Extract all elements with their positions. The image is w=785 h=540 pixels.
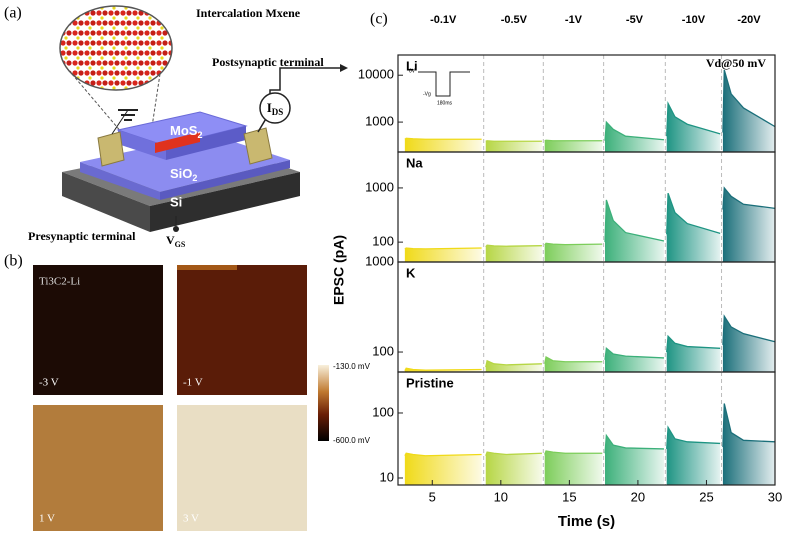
area-fill bbox=[545, 140, 603, 152]
pulse-label: -5V bbox=[626, 14, 644, 26]
colorbar-min: -600.0 mV bbox=[333, 436, 371, 445]
line bbox=[405, 248, 482, 249]
pulse-label: -10V bbox=[682, 14, 706, 26]
zoom-inset bbox=[60, 6, 172, 90]
y-axis-label: EPSC (pA) bbox=[331, 235, 347, 305]
area-fill bbox=[405, 138, 482, 152]
bias-label: -1 V bbox=[183, 377, 203, 389]
x-tick-label: 15 bbox=[562, 489, 576, 504]
kpfm-image bbox=[177, 265, 307, 395]
y-tick-label: 1000 bbox=[365, 253, 394, 268]
y-tick-label: 10 bbox=[380, 469, 394, 484]
x-tick-label: 25 bbox=[699, 489, 713, 504]
panel-b: (b) -130.0 mV -600.0 mV -3 V -1 V 1 V 3 V Ti… bbox=[4, 253, 371, 531]
x-tick-label: 5 bbox=[429, 489, 436, 504]
panel-label: (c) bbox=[370, 11, 388, 28]
pre-label: Presynaptic terminal bbox=[28, 229, 136, 243]
line bbox=[545, 140, 603, 141]
area-fill bbox=[667, 103, 720, 152]
panel-a: (a) Intercalation Mxene IDS Postsynaptic… bbox=[4, 5, 348, 249]
panel-title: K bbox=[406, 265, 416, 280]
x-axis-label: Time (s) bbox=[558, 513, 615, 530]
inset-label: -Vg bbox=[423, 91, 431, 97]
area-fill bbox=[667, 336, 720, 372]
vgs-label: VGS bbox=[166, 233, 186, 249]
gate-node bbox=[173, 226, 179, 232]
electrode bbox=[98, 132, 124, 166]
panel-label: (a) bbox=[4, 5, 22, 22]
area-fill bbox=[545, 357, 603, 372]
area-fill bbox=[667, 427, 720, 485]
image-artifact bbox=[177, 265, 237, 270]
colorbar-max: -130.0 mV bbox=[333, 362, 371, 371]
figure: (a) Intercalation Mxene IDS Postsynaptic… bbox=[0, 0, 785, 540]
panel-title: Li bbox=[406, 58, 418, 73]
x-tick-label: 30 bbox=[768, 489, 782, 504]
panel-title: Na bbox=[406, 155, 423, 170]
y-tick-label: 1000 bbox=[365, 114, 394, 129]
bias-label: 1 V bbox=[39, 513, 55, 525]
bias-label: 3 V bbox=[183, 513, 199, 525]
y-tick-label: 100 bbox=[372, 404, 394, 419]
inset-label: 180ms bbox=[437, 100, 453, 106]
area-fill bbox=[723, 403, 775, 485]
area-fill bbox=[605, 200, 664, 262]
area-fill bbox=[486, 245, 542, 262]
line bbox=[405, 453, 482, 455]
area-fill bbox=[723, 188, 775, 262]
area-fill bbox=[605, 436, 664, 485]
area-fill bbox=[545, 243, 603, 262]
panel-title: Pristine bbox=[406, 375, 454, 390]
area-fill bbox=[545, 451, 603, 485]
pulse-label: -1V bbox=[565, 14, 583, 26]
area-fill bbox=[405, 453, 482, 485]
area-fill bbox=[486, 452, 542, 485]
pulse-label: -20V bbox=[737, 14, 761, 26]
arrow bbox=[340, 64, 348, 72]
panel-c: (c) EPSC (pA) Vd@50 mV 0V -Vg 180ms -0.1… bbox=[331, 11, 783, 530]
area-fill bbox=[605, 348, 664, 372]
panel-label: (b) bbox=[4, 253, 23, 270]
line bbox=[486, 141, 542, 142]
pulse-label: -0.1V bbox=[430, 14, 457, 26]
colorbar bbox=[318, 365, 329, 441]
area-fill bbox=[486, 141, 542, 152]
annotation: Vd@50 mV bbox=[706, 56, 766, 70]
mxene-label: Intercalation Mxene bbox=[196, 6, 301, 20]
area-fill bbox=[667, 193, 720, 262]
y-tick-label: 10000 bbox=[358, 67, 394, 82]
y-tick-label: 100 bbox=[372, 234, 394, 249]
area-fill bbox=[486, 361, 542, 372]
area-fill bbox=[405, 248, 482, 262]
x-tick-label: 10 bbox=[494, 489, 508, 504]
sample-label: Ti3C2-Li bbox=[39, 276, 80, 288]
post-label: Postsynaptic terminal bbox=[212, 55, 324, 69]
x-tick-label: 20 bbox=[631, 489, 645, 504]
line bbox=[405, 138, 482, 139]
area-fill bbox=[723, 316, 775, 372]
si-label: Si bbox=[170, 194, 182, 209]
y-tick-label: 1000 bbox=[365, 179, 394, 194]
pulse-label: -0.5V bbox=[501, 14, 528, 26]
bias-label: -3 V bbox=[39, 377, 59, 389]
y-tick-label: 100 bbox=[372, 343, 394, 358]
